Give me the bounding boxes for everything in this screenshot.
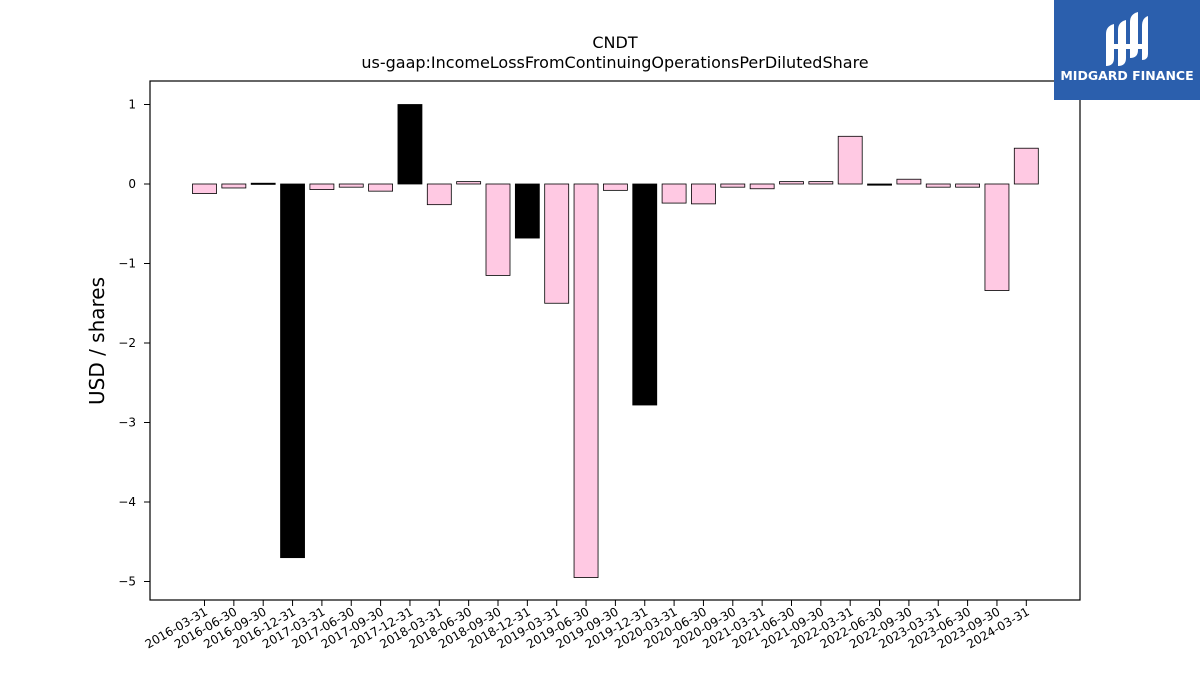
y-axis-ticks: 1 0 −1 −2 −3 −4 −5	[118, 98, 150, 589]
bar-2023-09-30	[984, 183, 1010, 291]
midgard-logo-icon	[1106, 12, 1148, 66]
bar-2017-12-31	[397, 104, 423, 185]
bar-2016-12-31	[280, 183, 305, 559]
bar-2019-03-31	[544, 183, 570, 304]
bar-2024-03-31	[1013, 147, 1039, 185]
logo-text: MIDGARD FINANCE	[1060, 68, 1194, 83]
y-tick-label: −4	[118, 495, 136, 509]
y-axis-label: USD / shares	[85, 277, 109, 405]
bar-2017-03-31	[309, 183, 335, 190]
bar-2023-06-30	[955, 183, 980, 188]
bar-2018-06-30	[456, 181, 482, 185]
bar-2016-09-30	[250, 182, 276, 185]
bar-2021-06-30	[779, 181, 804, 185]
bar-2016-06-30	[221, 183, 247, 189]
bar-2022-06-30	[867, 183, 892, 186]
chart-subtitle: us-gaap:IncomeLossFromContinuingOperatio…	[361, 53, 868, 72]
bar-2023-03-31	[925, 183, 951, 188]
bar-2021-09-30	[808, 181, 834, 185]
bar-2016-03-31	[192, 183, 217, 194]
bars-group	[192, 104, 1039, 578]
bar-2020-03-31	[661, 183, 687, 204]
bar-2019-12-31	[632, 183, 658, 406]
bar-2017-06-30	[338, 183, 364, 188]
y-tick-label: −3	[118, 416, 136, 430]
bar-2018-09-30	[485, 183, 511, 276]
y-tick-label: −5	[118, 575, 136, 589]
bar-2019-09-30	[603, 183, 628, 191]
bar-2018-12-31	[514, 183, 540, 239]
bar-2018-03-31	[426, 183, 452, 206]
y-tick-label: −2	[118, 336, 136, 350]
plot-frame	[149, 80, 1081, 601]
bar-2022-09-30	[896, 178, 922, 185]
x-axis-ticks: 2016-03-312016-06-302016-09-302016-12-31…	[143, 600, 1032, 651]
bar-2020-06-30	[691, 183, 716, 205]
bar-2021-03-31	[749, 183, 775, 190]
bar-2022-03-31	[837, 135, 863, 185]
midgard-finance-logo: MIDGARD FINANCE	[1054, 0, 1200, 100]
bar-2020-09-30	[720, 183, 746, 188]
y-tick-label: −1	[118, 257, 136, 271]
chart-title: CNDT	[592, 33, 637, 52]
y-tick-label: 0	[128, 177, 136, 191]
y-tick-label: 1	[128, 98, 136, 112]
bar-2017-09-30	[368, 183, 394, 192]
bar-2019-06-30	[573, 183, 599, 578]
